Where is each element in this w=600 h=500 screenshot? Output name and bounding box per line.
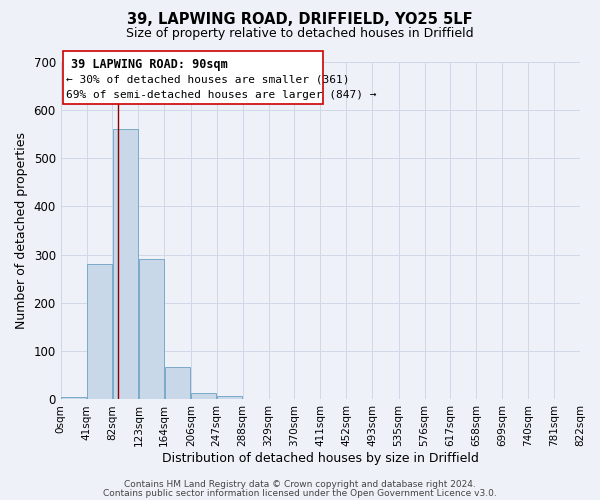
Text: 69% of semi-detached houses are larger (847) →: 69% of semi-detached houses are larger (… [66, 90, 376, 101]
Text: Size of property relative to detached houses in Driffield: Size of property relative to detached ho… [126, 28, 474, 40]
Bar [113, 129, 138, 400]
Text: Contains HM Land Registry data © Crown copyright and database right 2024.: Contains HM Land Registry data © Crown c… [124, 480, 476, 489]
Bar [164, 366, 190, 400]
X-axis label: Distribution of detached houses by size in Driffield: Distribution of detached houses by size … [162, 452, 479, 465]
Bar [191, 393, 217, 400]
Text: ← 30% of detached houses are smaller (361): ← 30% of detached houses are smaller (36… [66, 74, 349, 85]
Bar [61, 397, 86, 400]
Text: 39 LAPWING ROAD: 90sqm: 39 LAPWING ROAD: 90sqm [71, 58, 228, 71]
Bar [139, 260, 164, 400]
Bar [87, 264, 112, 400]
Text: 39, LAPWING ROAD, DRIFFIELD, YO25 5LF: 39, LAPWING ROAD, DRIFFIELD, YO25 5LF [127, 12, 473, 28]
Y-axis label: Number of detached properties: Number of detached properties [15, 132, 28, 329]
Text: Contains public sector information licensed under the Open Government Licence v3: Contains public sector information licen… [103, 488, 497, 498]
FancyBboxPatch shape [63, 52, 323, 104]
Bar [217, 396, 242, 400]
